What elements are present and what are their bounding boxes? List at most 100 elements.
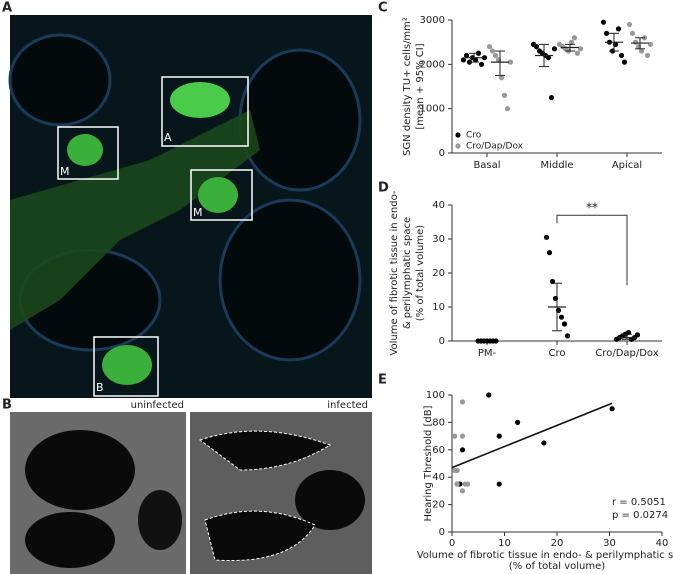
data-point [558, 314, 565, 320]
data-point [515, 419, 521, 425]
region-label: M [193, 206, 203, 219]
data-point [629, 30, 636, 36]
y-tick-label: 40 [432, 472, 445, 483]
x-tick-label: Basal [473, 160, 500, 171]
panel-label: E [378, 373, 387, 388]
x-tick-label: 40 [656, 538, 669, 549]
x-tick-label: 0 [449, 538, 455, 549]
region-label: A [164, 131, 172, 144]
x-tick-label: Cro/Dap/Dox [595, 348, 658, 359]
data-point [621, 59, 628, 65]
x-axis-label: (% of total volume) [509, 561, 605, 572]
region-label: M [60, 165, 70, 178]
data-point [465, 481, 471, 487]
fit-line [451, 402, 613, 469]
data-point [615, 26, 622, 32]
data-point [507, 59, 514, 65]
y-tick-label: 2000 [420, 59, 445, 70]
data-point [486, 44, 493, 50]
data-point [632, 39, 639, 45]
x-tick-label: 20 [551, 538, 564, 549]
data-point [496, 433, 502, 439]
data-point [454, 467, 460, 473]
data-point [489, 48, 496, 54]
y-axis-label: & perilymphatic space [402, 217, 413, 329]
y-tick-label: 30 [432, 234, 445, 245]
data-point [577, 46, 584, 52]
y-tick-label: 80 [432, 417, 445, 428]
panel-label: B [2, 398, 12, 413]
x-tick-label: Apical [612, 160, 642, 171]
data-point [618, 52, 625, 59]
legend-marker [455, 143, 461, 149]
y-axis-label: [mean + 95% CI] [415, 43, 426, 129]
x-tick-label: 10 [498, 538, 511, 549]
y-tick-label: 20 [432, 268, 445, 279]
data-point [541, 440, 547, 446]
significance-bracket [556, 214, 628, 286]
y-tick-label: 20 [432, 500, 445, 511]
data-point [609, 406, 615, 412]
data-point [478, 61, 485, 67]
data-point [568, 39, 575, 45]
data-point [492, 52, 499, 59]
legend-label: Cro [466, 131, 482, 141]
data-point [603, 30, 610, 36]
x-tick-label: Middle [540, 160, 573, 171]
panel-label: A [2, 1, 12, 16]
region-label: B [96, 381, 104, 394]
data-point [454, 481, 460, 487]
data-point [463, 52, 470, 59]
y-axis-label: SGN density TU+ cells/mm² [402, 17, 413, 156]
data-point [546, 250, 553, 256]
data-point [504, 106, 511, 112]
y-tick-label: 10 [432, 302, 445, 313]
data-point [533, 44, 540, 50]
data-point [600, 19, 607, 25]
legend-marker [455, 132, 461, 138]
data-point [647, 41, 654, 47]
x-axis-label: Volume of fibrotic tissue in endo- & per… [417, 550, 673, 561]
data-point [561, 321, 568, 327]
panel-label: D [378, 181, 389, 196]
micrograph-b [10, 412, 372, 574]
micrograph-a [8, 15, 372, 398]
image-caption: infected [327, 400, 368, 411]
data-point [459, 433, 466, 439]
data-point [571, 35, 578, 41]
data-point [501, 92, 508, 98]
data-point [459, 488, 466, 494]
data-point [496, 481, 502, 487]
data-point [644, 52, 651, 59]
data-point [548, 94, 555, 101]
data-point [493, 338, 499, 344]
y-tick-label: 0 [439, 527, 445, 538]
y-tick-label: 40 [432, 200, 445, 211]
x-tick-label: Cro [549, 348, 566, 359]
data-point [564, 333, 571, 339]
data-point [638, 48, 645, 54]
y-axis-label: Hearing Threshold [dB] [423, 405, 434, 521]
data-point [459, 447, 466, 453]
data-point [626, 21, 633, 28]
y-axis-label: (% of total volume) [415, 225, 426, 321]
y-tick-label: 0 [439, 148, 445, 159]
data-point [551, 46, 558, 52]
data-point [545, 55, 552, 61]
annotation: r = 0.5051 [612, 497, 666, 508]
legend-label: Cro/Dap/Dox [466, 142, 524, 152]
data-point [574, 50, 581, 56]
x-tick-label: 30 [603, 538, 616, 549]
y-axis-label: Volume of fibrotic tissue in endo- [389, 190, 400, 355]
data-point [543, 234, 550, 240]
significance-label: ** [586, 201, 598, 215]
data-point [486, 392, 492, 398]
data-point [460, 57, 467, 63]
data-point [452, 433, 458, 439]
data-point [634, 332, 641, 338]
annotation: p = 0.0274 [612, 510, 668, 521]
data-point [481, 55, 488, 61]
y-tick-label: 3000 [420, 15, 445, 26]
y-tick-label: 100 [426, 390, 445, 401]
